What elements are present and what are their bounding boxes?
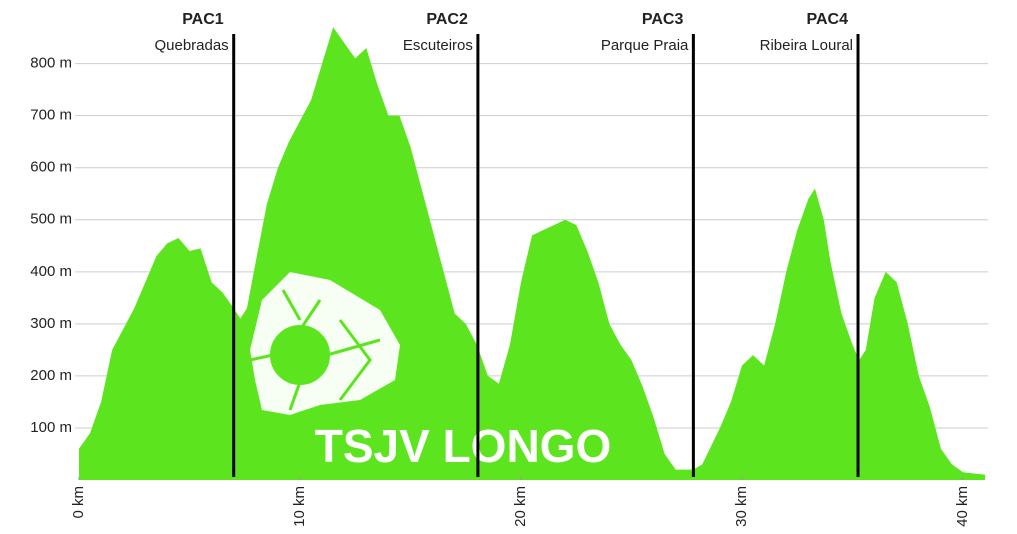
checkpoint-place: Ribeira Loural <box>760 37 853 54</box>
y-tick-label: 100 m <box>30 419 72 436</box>
checkpoint-place: Parque Praia <box>601 37 689 54</box>
checkpoint-name: PAC2 <box>426 11 468 28</box>
logo-icon <box>249 272 400 415</box>
checkpoint-name: PAC1 <box>182 11 224 28</box>
x-tick-label: 30 km <box>733 486 750 527</box>
y-tick-label: 600 m <box>30 159 72 176</box>
logo-text: TSJV LONGO <box>315 420 611 472</box>
y-tick-label: 400 m <box>30 263 72 280</box>
y-tick-label: 700 m <box>30 107 72 124</box>
checkpoint-name: PAC3 <box>642 11 684 28</box>
y-tick-label: 500 m <box>30 211 72 228</box>
y-tick-label: 200 m <box>30 367 72 384</box>
x-tick-label: 10 km <box>291 486 308 527</box>
x-tick-label: 20 km <box>512 486 529 527</box>
checkpoint-name: PAC4 <box>807 11 849 28</box>
checkpoint-place: Quebradas <box>154 37 228 54</box>
y-tick-label: 300 m <box>30 315 72 332</box>
x-tick-label: 0 km <box>70 486 87 519</box>
checkpoint-place: Escuteiros <box>403 37 473 54</box>
y-tick-label: 800 m <box>30 55 72 72</box>
elevation-area <box>79 27 986 480</box>
x-tick-label: 40 km <box>954 486 971 527</box>
